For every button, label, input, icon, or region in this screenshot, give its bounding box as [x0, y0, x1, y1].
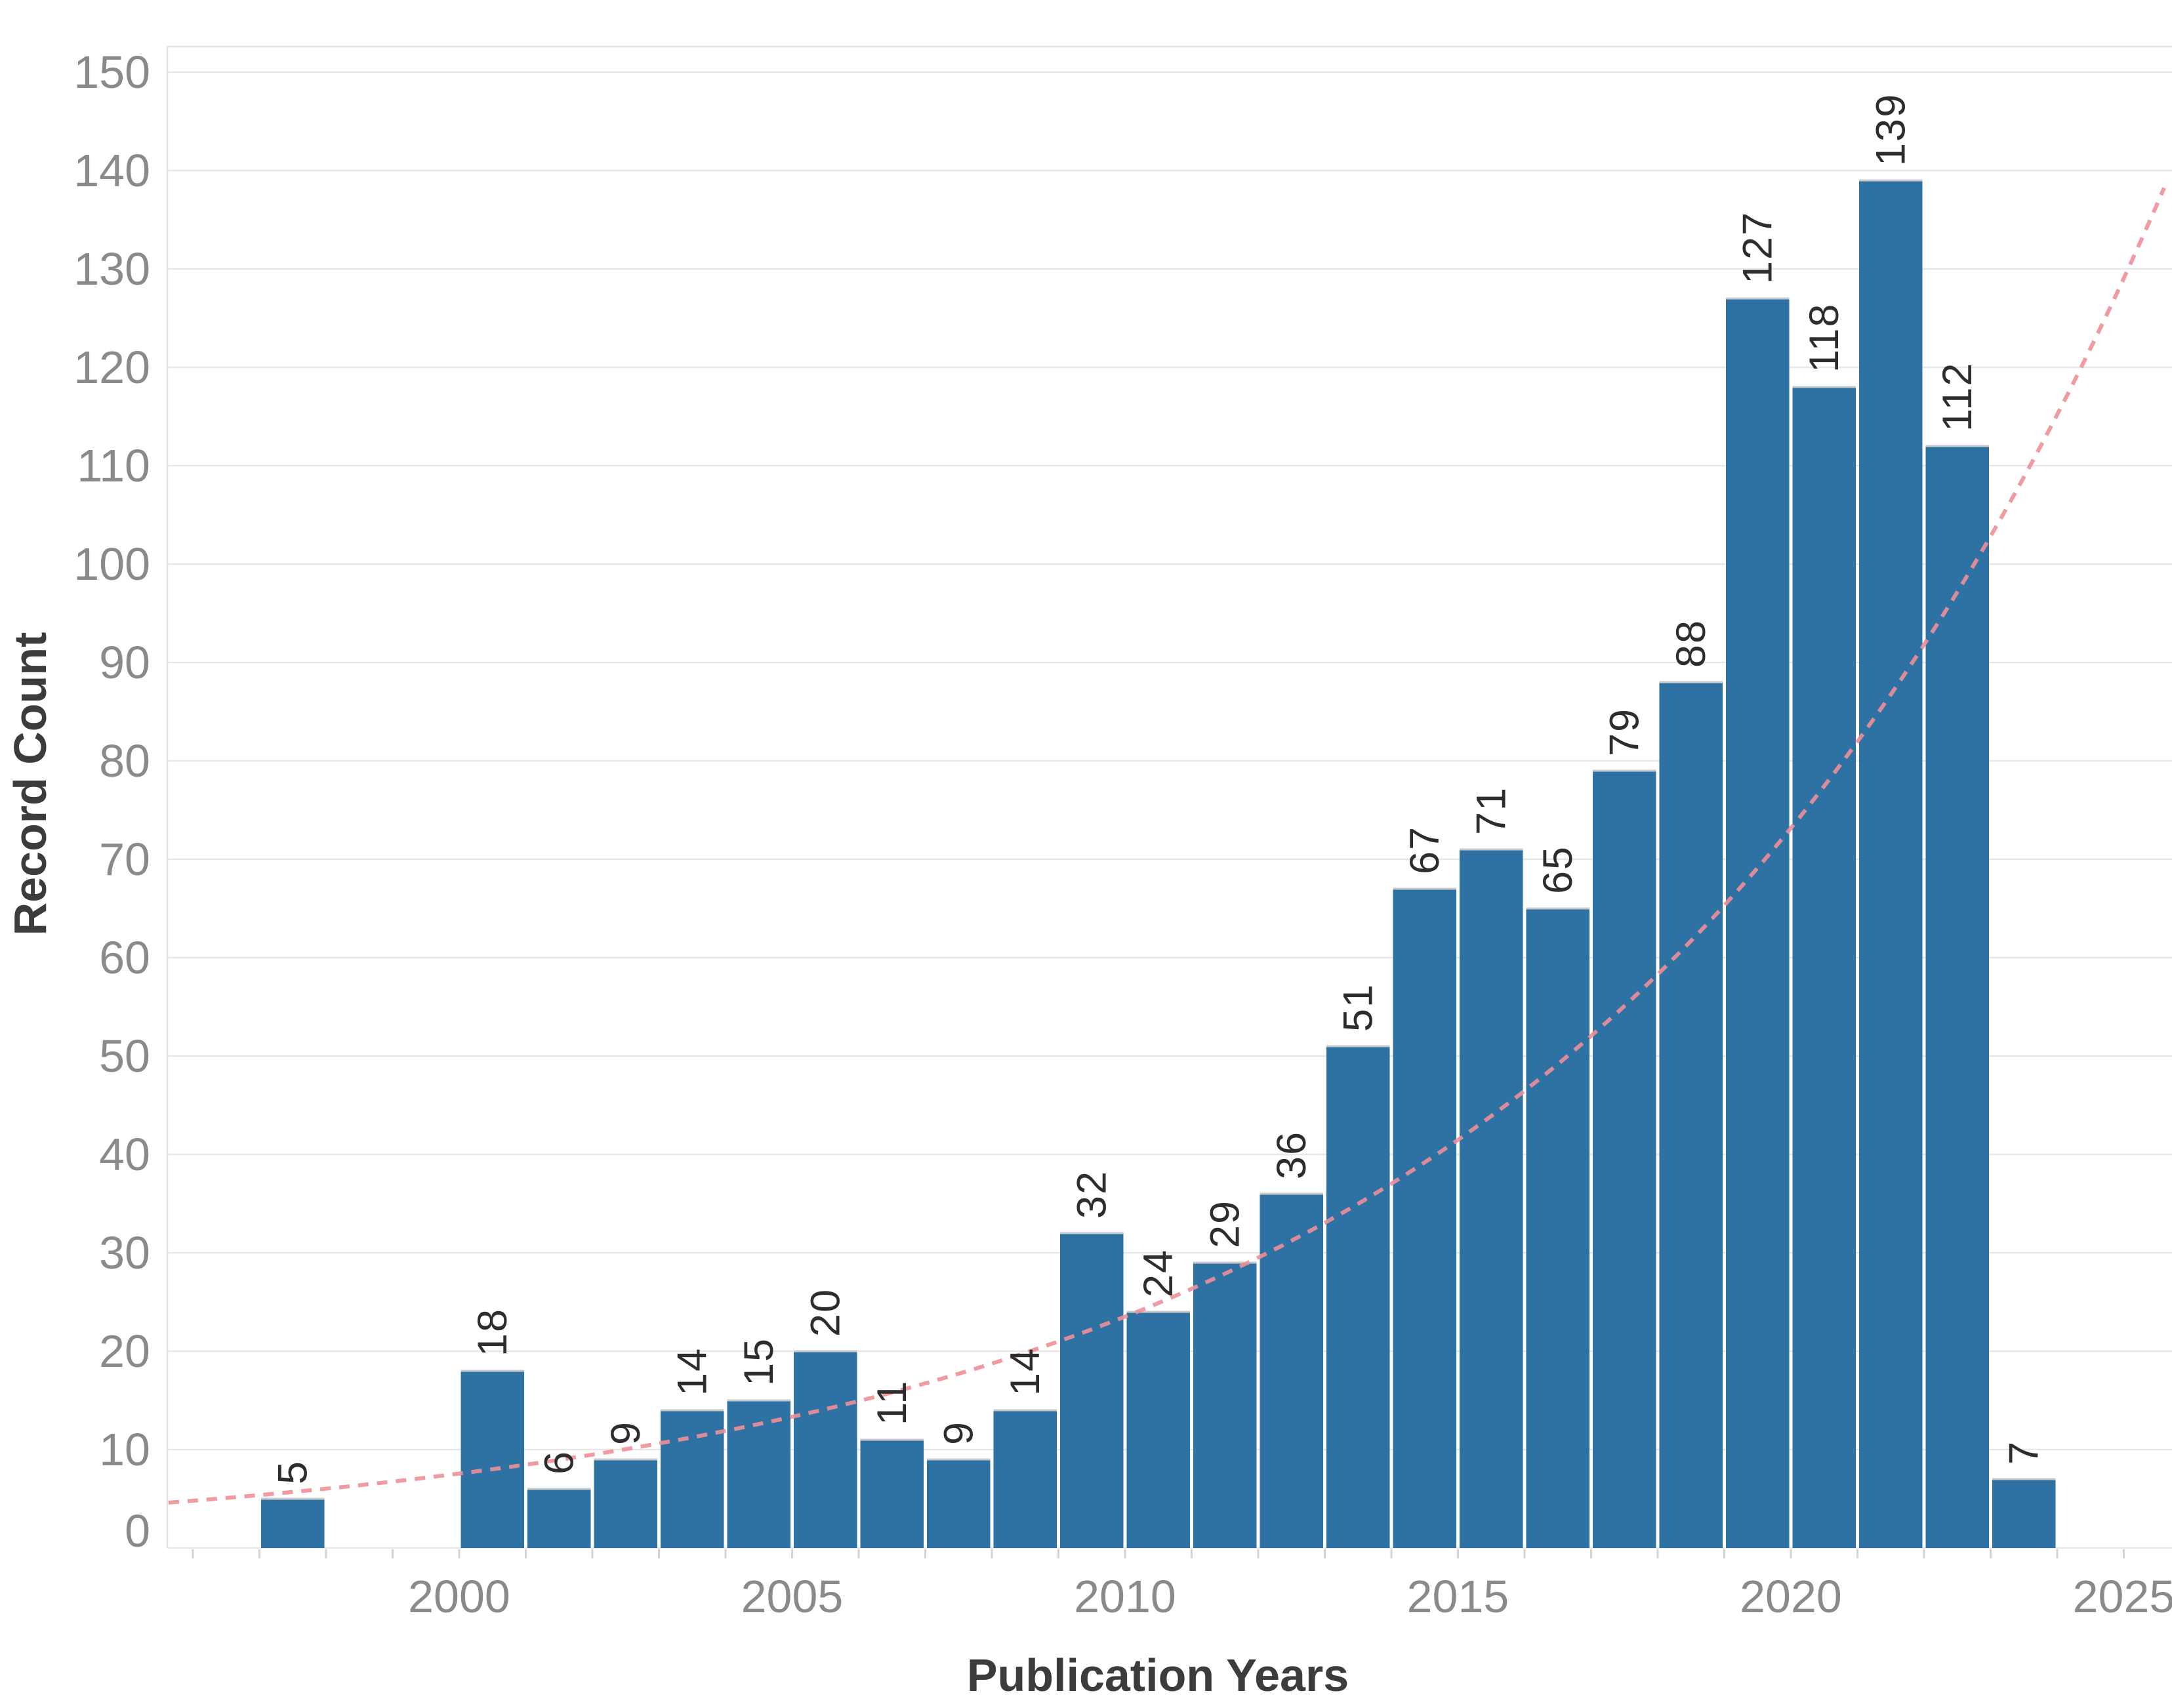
- bar-2013[interactable]: [1326, 1046, 1390, 1548]
- y-tick-label-140: 140: [73, 145, 150, 196]
- x-tick-label-2025: 2025: [2073, 1571, 2172, 1622]
- y-tick-label-0: 0: [125, 1505, 150, 1556]
- value-label-2022: 112: [1935, 362, 1980, 432]
- value-label-2016: 65: [1535, 845, 1581, 894]
- bar-2001[interactable]: [527, 1489, 591, 1548]
- y-tick-label-60: 60: [99, 932, 150, 983]
- value-label-2015: 71: [1468, 786, 1514, 835]
- value-label-2012: 36: [1269, 1131, 1315, 1179]
- bar-2011[interactable]: [1193, 1263, 1257, 1548]
- y-tick-label-130: 130: [73, 243, 150, 295]
- value-label-2004: 15: [736, 1337, 782, 1386]
- x-tick-label-2005: 2005: [741, 1571, 844, 1622]
- bar-2017[interactable]: [1593, 771, 1656, 1548]
- x-tick-label-2020: 2020: [1740, 1571, 1842, 1622]
- value-label-2021: 139: [1868, 93, 1914, 166]
- bar-2006[interactable]: [860, 1440, 924, 1548]
- bar-2023[interactable]: [1992, 1479, 2056, 1548]
- value-label-2009: 32: [1069, 1170, 1115, 1219]
- y-tick-label-150: 150: [73, 47, 150, 98]
- y-tick-label-80: 80: [99, 735, 150, 786]
- y-tick-label-100: 100: [73, 539, 150, 590]
- value-label-2018: 88: [1668, 619, 1714, 668]
- bar-2009[interactable]: [1060, 1233, 1124, 1548]
- bar-2020[interactable]: [1792, 387, 1856, 1548]
- bar-2012[interactable]: [1260, 1194, 1324, 1548]
- bar-2022[interactable]: [1925, 446, 1990, 1548]
- bar-2021[interactable]: [1859, 180, 1923, 1548]
- value-label-2020: 118: [1801, 303, 1847, 373]
- bar-2005[interactable]: [794, 1351, 857, 1548]
- value-label-2010: 24: [1136, 1249, 1181, 1297]
- bar-2007[interactable]: [927, 1459, 991, 1548]
- value-label-1997: 5: [270, 1460, 316, 1484]
- value-label-2003: 14: [669, 1347, 715, 1396]
- value-label-2006: 11: [869, 1380, 915, 1425]
- bar-2015[interactable]: [1460, 849, 1523, 1548]
- value-label-2019: 127: [1734, 211, 1780, 284]
- x-tick-label-2000: 2000: [408, 1571, 510, 1622]
- y-tick-label-20: 20: [99, 1326, 150, 1377]
- x-tick-label-2010: 2010: [1074, 1571, 1176, 1622]
- value-label-2014: 67: [1402, 826, 1448, 874]
- bar-2010[interactable]: [1126, 1312, 1191, 1548]
- value-label-2007: 9: [935, 1421, 981, 1445]
- y-tick-label-110: 110: [77, 440, 150, 491]
- x-axis-title: Publication Years: [967, 1650, 1349, 1701]
- bar-2002[interactable]: [594, 1459, 658, 1548]
- bar-2014[interactable]: [1393, 889, 1457, 1548]
- value-label-2017: 79: [1601, 708, 1647, 756]
- y-tick-label-10: 10: [99, 1424, 150, 1475]
- value-label-2002: 9: [603, 1421, 649, 1445]
- x-tick-label-2015: 2015: [1407, 1571, 1509, 1622]
- bar-2018[interactable]: [1659, 682, 1723, 1548]
- y-tick-label-120: 120: [73, 342, 150, 393]
- x-axis-ticks: [192, 1549, 2125, 1558]
- bar-series: [261, 179, 2056, 1548]
- bar-2019[interactable]: [1726, 298, 1790, 1548]
- value-label-2008: 14: [1002, 1347, 1048, 1396]
- value-label-2011: 29: [1202, 1200, 1248, 1248]
- y-tick-label-50: 50: [99, 1030, 150, 1082]
- bar-1997[interactable]: [261, 1499, 325, 1548]
- y-tick-label-30: 30: [99, 1227, 150, 1278]
- x-axis-tick-labels: 2000 2005 2010 2015 2020 2025: [408, 1571, 2172, 1622]
- gridlines: [166, 45, 2172, 1549]
- bar-2016[interactable]: [1526, 908, 1590, 1548]
- bar-2000[interactable]: [461, 1371, 525, 1548]
- value-label-2005: 20: [802, 1288, 848, 1337]
- y-tick-label-70: 70: [99, 834, 150, 885]
- value-label-2013: 51: [1335, 983, 1381, 1032]
- bar-2003[interactable]: [661, 1410, 724, 1548]
- bar-2008[interactable]: [993, 1410, 1057, 1548]
- y-tick-label-40: 40: [99, 1129, 150, 1180]
- value-label-2001: 6: [536, 1450, 582, 1474]
- value-label-2000: 18: [470, 1308, 516, 1356]
- y-tick-label-90: 90: [99, 637, 150, 688]
- y-axis-tick-labels: 0 10 20 30 40 50 60 70 80 90 100 110 120 130 140 150: [73, 47, 150, 1556]
- value-label-2023: 7: [2001, 1440, 2047, 1465]
- y-axis-title: Record Count: [5, 632, 56, 936]
